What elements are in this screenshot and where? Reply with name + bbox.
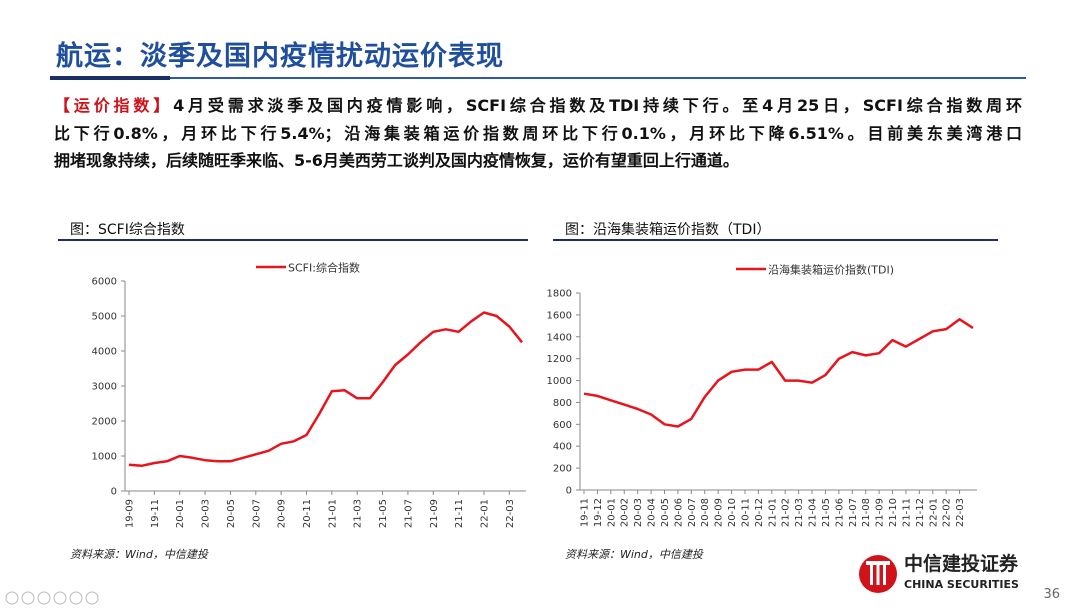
y-tick-label: 0 bbox=[111, 487, 117, 498]
paragraph-line: 比下行0.8%，月环比下行5.4%；沿海集装箱运价指数周环比下行0.1%，月环比… bbox=[54, 123, 1022, 143]
x-tick-label: 21-11 bbox=[454, 499, 465, 528]
y-tick-label: 5000 bbox=[92, 312, 117, 323]
slide-title: 航运：淡季及国内疫情扰动运价表现 bbox=[56, 41, 504, 72]
x-tick-label: 22-01 bbox=[928, 498, 939, 527]
y-tick-label: 4000 bbox=[92, 347, 117, 358]
y-tick-label: 0 bbox=[566, 486, 572, 497]
x-tick-label: 20-09 bbox=[277, 499, 288, 528]
x-tick-label: 21-08 bbox=[861, 498, 872, 527]
nav-icons bbox=[5, 591, 99, 605]
logo-icon bbox=[859, 555, 897, 593]
x-tick-label: 19-11 bbox=[150, 499, 161, 528]
y-tick-label: 1200 bbox=[547, 354, 572, 365]
logo-name: 中信建投证券 bbox=[904, 552, 1019, 575]
x-tick-label: 22-03 bbox=[955, 498, 966, 527]
data-line bbox=[583, 318, 974, 428]
x-tick-label: 20-01 bbox=[175, 499, 186, 528]
x-tick-label: 20-03 bbox=[201, 499, 212, 528]
paragraph-text: 4月受需求淡季及国内疫情影响，SCFI综合指数及TDI持续下行。至4月25日，S… bbox=[173, 96, 1022, 115]
x-tick-label: 20-01 bbox=[606, 498, 617, 527]
x-tick-label: 20-12 bbox=[754, 498, 765, 527]
x-tick-label: 21-11 bbox=[901, 498, 912, 527]
paragraph: 【运价指数】4月受需求淡季及国内疫情影响，SCFI综合指数及TDI持续下行。至4… bbox=[54, 92, 1022, 175]
source-note: 资料来源：Wind，中信建投 bbox=[565, 548, 704, 561]
y-tick-label: 6000 bbox=[92, 277, 117, 288]
y-tick-label: 1800 bbox=[547, 289, 572, 300]
x-tick-label: 21-10 bbox=[888, 498, 899, 527]
x-tick-label: 21-09 bbox=[875, 498, 886, 527]
data-line bbox=[128, 311, 523, 468]
y-tick-label: 3000 bbox=[92, 382, 117, 393]
x-tick-label: 20-07 bbox=[251, 499, 262, 528]
x-tick-label: 21-07 bbox=[848, 498, 859, 527]
x-tick-label: 19-12 bbox=[593, 498, 604, 527]
x-tick-label: 20-03 bbox=[633, 498, 644, 527]
x-tick-label: 20-05 bbox=[660, 498, 671, 527]
x-tick-label: 20-11 bbox=[302, 499, 313, 528]
x-tick-label: 21-05 bbox=[821, 498, 832, 527]
page-number: 36 bbox=[1043, 587, 1060, 602]
logo-english: CHINA SECURITIES bbox=[904, 578, 1019, 591]
y-tick-label: 400 bbox=[553, 442, 572, 453]
x-tick-label: 21-05 bbox=[378, 499, 389, 528]
paragraph-line: 【运价指数】4月受需求淡季及国内疫情影响，SCFI综合指数及TDI持续下行。至4… bbox=[54, 92, 1022, 120]
x-tick-label: 20-11 bbox=[740, 498, 751, 527]
chart-title: 图：SCFI综合指数 bbox=[70, 222, 185, 238]
y-tick-label: 1000 bbox=[547, 376, 572, 387]
x-tick-label: 20-08 bbox=[700, 498, 711, 527]
y-tick-label: 1600 bbox=[547, 310, 572, 321]
x-tick-label: 20-04 bbox=[647, 498, 658, 527]
x-tick-label: 19-11 bbox=[580, 498, 591, 527]
source-note: 资料来源：Wind，中信建投 bbox=[70, 548, 209, 561]
paragraph-line: 拥堵现象持续，后续随旺季来临、5-6月美西劳工谈判及国内疫情恢复，运价有望重回上… bbox=[54, 151, 739, 170]
legend-label: SCFI:综合指数 bbox=[288, 261, 360, 275]
x-tick-label: 21-09 bbox=[429, 499, 440, 528]
y-tick-label: 1400 bbox=[547, 332, 572, 343]
x-tick-label: 21-04 bbox=[808, 498, 819, 527]
x-tick-label: 20-10 bbox=[727, 498, 738, 527]
y-tick-label: 2000 bbox=[92, 417, 117, 428]
x-tick-label: 20-05 bbox=[226, 499, 237, 528]
x-tick-label: 20-02 bbox=[620, 498, 631, 527]
x-tick-label: 21-02 bbox=[781, 498, 792, 527]
x-tick-label: 21-01 bbox=[327, 499, 338, 528]
chart-title: 图：沿海集装箱运价指数（TDI） bbox=[565, 221, 770, 238]
x-tick-label: 21-03 bbox=[794, 498, 805, 527]
y-tick-label: 200 bbox=[553, 464, 572, 475]
x-tick-label: 21-01 bbox=[767, 498, 778, 527]
x-tick-label: 19-09 bbox=[125, 499, 136, 528]
x-tick-label: 21-06 bbox=[834, 498, 845, 527]
x-tick-label: 22-01 bbox=[479, 499, 490, 528]
x-tick-label: 22-03 bbox=[505, 499, 516, 528]
x-tick-label: 21-03 bbox=[353, 499, 364, 528]
title-rule-accent bbox=[50, 76, 170, 80]
x-tick-label: 20-07 bbox=[687, 498, 698, 527]
paragraph-tag: 【运价指数】 bbox=[54, 96, 174, 115]
y-tick-label: 1000 bbox=[92, 452, 117, 463]
x-tick-label: 21-07 bbox=[403, 499, 414, 528]
x-tick-label: 21-12 bbox=[915, 498, 926, 527]
y-tick-label: 800 bbox=[553, 398, 572, 409]
x-tick-label: 20-06 bbox=[673, 498, 684, 527]
legend-label: 沿海集装箱运价指数(TDI) bbox=[768, 263, 894, 277]
y-tick-label: 600 bbox=[553, 420, 572, 431]
x-tick-label: 22-02 bbox=[942, 498, 953, 527]
x-tick-label: 20-09 bbox=[714, 498, 725, 527]
title-rule bbox=[50, 77, 1026, 79]
